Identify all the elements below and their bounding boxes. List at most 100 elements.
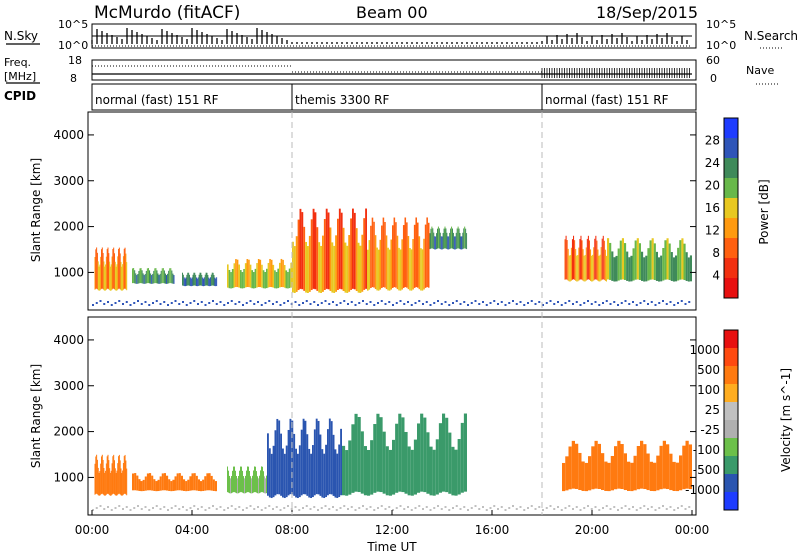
- ground-scatter-speck: [643, 505, 646, 507]
- ground-scatter-speck: [572, 303, 574, 305]
- echo-cell: [194, 272, 196, 286]
- echo-cell: [404, 217, 407, 288]
- nsky-tick-top: 10^5: [58, 18, 88, 31]
- echo-cell: [643, 257, 646, 282]
- ground-scatter-speck: [305, 300, 308, 302]
- echo-cell: [230, 272, 232, 289]
- echo-cell: [379, 417, 383, 493]
- ground-scatter-speck: [358, 507, 361, 509]
- echo-cell: [435, 439, 439, 495]
- ground-scatter-speck: [575, 301, 578, 303]
- echo-cell: [312, 445, 314, 498]
- ground-scatter-speck: [140, 508, 143, 510]
- echo-cell: [568, 255, 570, 282]
- echo-cell: [649, 461, 653, 491]
- freq-lines: [92, 65, 692, 78]
- echo-cell: [398, 413, 402, 492]
- ground-scatter-speck: [204, 509, 207, 511]
- echo-cell: [623, 453, 627, 491]
- ground-scatter-speck: [500, 301, 503, 303]
- echo-cell: [413, 224, 416, 288]
- ground-scatter-speck: [455, 300, 458, 302]
- ground-scatter-speck: [399, 300, 402, 302]
- echo-cell: [353, 212, 356, 290]
- echo-cell: [370, 225, 372, 289]
- echo-cell: [301, 212, 304, 290]
- echo-cell: [571, 440, 575, 489]
- ground-scatter-speck: [647, 508, 649, 510]
- ground-scatter-speck: [350, 506, 353, 508]
- ground-scatter-speck: [478, 508, 481, 510]
- nsearch-tick-top: 10^5: [706, 18, 736, 31]
- date-label: 18/Sep/2015: [596, 3, 698, 22]
- ground-scatter-speck: [313, 506, 316, 508]
- echo-cell: [666, 238, 669, 280]
- echo-cell: [569, 255, 571, 282]
- echo-cell: [630, 462, 634, 492]
- ground-scatter-speck: [140, 303, 143, 305]
- echo-cell: [162, 268, 164, 284]
- echo-cell: [110, 264, 112, 291]
- colorbar-tick-label: 12: [705, 224, 720, 238]
- ground-scatter-speck: [107, 301, 109, 303]
- ground-scatter-speck: [335, 304, 338, 306]
- ground-scatter-speck: [572, 508, 574, 510]
- echo-cell: [108, 460, 110, 495]
- echo-cell: [459, 232, 461, 250]
- echo-cell: [249, 470, 250, 493]
- echo-cell: [597, 443, 601, 489]
- ground-scatter-speck: [545, 302, 548, 304]
- ground-scatter-speck: [92, 304, 94, 306]
- echo-cell: [645, 255, 648, 282]
- echo-cell: [597, 249, 599, 281]
- echo-cell: [578, 452, 582, 491]
- ground-scatter-speck: [110, 509, 113, 511]
- echo-cell: [448, 236, 450, 250]
- echo-cell: [562, 462, 566, 492]
- echo-cell: [280, 433, 282, 496]
- echo-cell: [275, 271, 278, 289]
- echo-cell: [429, 233, 431, 250]
- echo-cell: [360, 431, 364, 494]
- echo-cell: [338, 208, 341, 289]
- echo-cell: [592, 254, 594, 282]
- ground-scatter-speck: [212, 505, 214, 507]
- ground-scatter-speck: [474, 505, 477, 507]
- echo-cell: [124, 454, 126, 494]
- echo-cell: [624, 243, 627, 280]
- colorbar-tick-label: -1000: [685, 483, 720, 497]
- echo-cell: [689, 255, 692, 282]
- ground-scatter-speck: [410, 304, 413, 306]
- ground-scatter-speck: [377, 507, 379, 509]
- ground-scatter-speck: [688, 506, 691, 508]
- echo-cell: [163, 270, 165, 284]
- echo-cell: [189, 274, 190, 286]
- ground-scatter-speck: [275, 506, 278, 508]
- echo-cell: [289, 418, 292, 495]
- echo-cell: [298, 445, 301, 498]
- echo-cell: [125, 253, 127, 290]
- ground-scatter-speck: [114, 302, 117, 304]
- station-title: McMurdo (fitACF): [94, 3, 240, 23]
- ground-scatter-speck: [204, 304, 207, 306]
- ground-scatter-speck: [223, 304, 226, 306]
- echo-cell: [122, 463, 124, 495]
- ground-scatter-speck: [365, 508, 368, 510]
- echo-cell: [412, 239, 414, 290]
- echo-cell: [110, 470, 112, 496]
- echo-cell: [308, 448, 311, 498]
- echo-cell: [210, 475, 213, 491]
- echo-cell: [208, 473, 211, 491]
- echo-cell: [390, 239, 392, 290]
- echo-cell: [591, 446, 595, 490]
- echo-cell: [359, 245, 362, 293]
- echo-cell: [238, 475, 239, 494]
- echo-cell: [599, 254, 601, 282]
- echo-cell: [420, 248, 422, 291]
- echo-cell: [601, 453, 605, 491]
- echo-cell: [601, 238, 603, 280]
- echo-cell: [442, 413, 446, 492]
- ground-scatter-speck: [317, 304, 319, 306]
- ground-scatter-speck: [467, 304, 469, 306]
- ground-scatter-speck: [602, 302, 604, 304]
